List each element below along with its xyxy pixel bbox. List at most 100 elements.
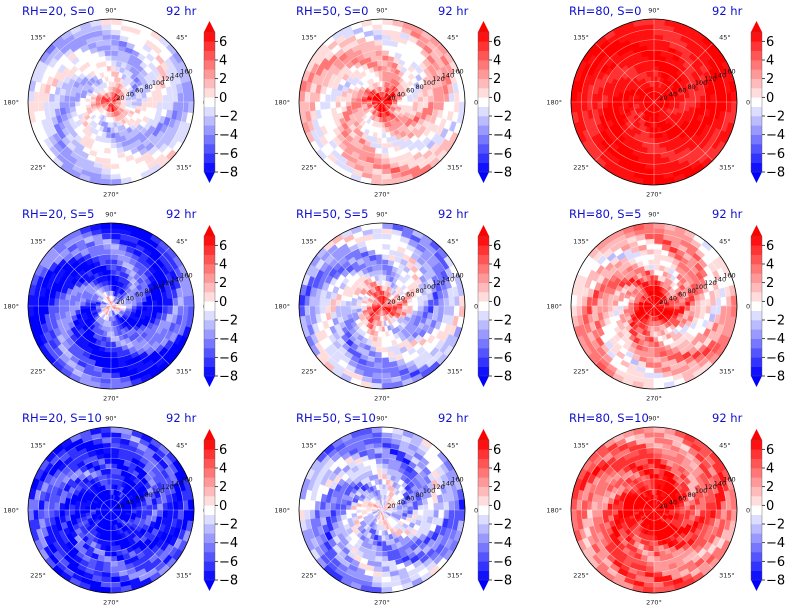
colorbar-segment bbox=[204, 245, 215, 255]
colorbar-segment bbox=[478, 292, 489, 302]
field-cell bbox=[319, 101, 326, 111]
field-cell bbox=[689, 101, 696, 108]
field-cell bbox=[89, 98, 96, 103]
field-cell bbox=[102, 39, 112, 46]
angle-tick-label: 225° bbox=[30, 368, 46, 376]
colorbar-extend-min bbox=[478, 376, 489, 387]
field-cell bbox=[136, 305, 143, 311]
field-cell bbox=[596, 94, 603, 103]
field-cell bbox=[110, 75, 115, 82]
field-cell bbox=[167, 93, 174, 103]
radial-tick-label: 40 bbox=[397, 90, 405, 98]
colorbar-segment bbox=[204, 301, 215, 311]
colorbar-segment bbox=[204, 69, 215, 79]
field-cell bbox=[705, 94, 712, 103]
colorbar-tick-label: −6 bbox=[493, 351, 512, 366]
field-cell bbox=[110, 284, 115, 291]
colorbar-segment bbox=[751, 97, 762, 107]
field-cell bbox=[443, 296, 450, 307]
field-cell bbox=[433, 101, 440, 110]
field-cell bbox=[653, 54, 661, 62]
colorbar-extend-min bbox=[478, 172, 489, 183]
colorbar-extend-min bbox=[204, 376, 215, 387]
field-cell bbox=[334, 299, 342, 307]
field-cell bbox=[581, 296, 588, 307]
field-cell bbox=[48, 93, 55, 103]
field-cell bbox=[679, 305, 686, 311]
field-cell bbox=[378, 326, 383, 333]
field-cell bbox=[679, 101, 686, 107]
field-cell bbox=[646, 248, 655, 255]
field-cell bbox=[646, 49, 655, 57]
field-cell bbox=[376, 336, 383, 343]
field-cell bbox=[653, 367, 664, 374]
radial-tick-label: 40 bbox=[669, 90, 677, 98]
field-cell bbox=[622, 301, 629, 307]
field-cell bbox=[650, 117, 655, 124]
colorbar-tick-label: −6 bbox=[766, 147, 785, 162]
field-cell bbox=[141, 101, 148, 108]
angle-tick-label: 225° bbox=[30, 164, 46, 172]
field-cell bbox=[653, 86, 657, 93]
field-cell bbox=[372, 372, 383, 379]
field-cell bbox=[644, 372, 655, 379]
field-cell bbox=[372, 34, 383, 41]
angle-tick-label: 225° bbox=[573, 368, 589, 376]
field-cell bbox=[586, 305, 593, 316]
field-cell bbox=[381, 367, 392, 374]
angle-tick-label: 180° bbox=[274, 99, 290, 107]
field-cell bbox=[645, 362, 655, 369]
radial-tick-label: 20 bbox=[387, 94, 395, 102]
field-cell bbox=[374, 49, 383, 57]
field-cell bbox=[694, 305, 702, 313]
colorbar-extend-max bbox=[204, 225, 215, 236]
radial-tick-label: 60 bbox=[135, 291, 143, 299]
field-cell bbox=[110, 153, 119, 160]
field-cell bbox=[705, 298, 712, 307]
field-cell bbox=[110, 258, 118, 266]
field-cell bbox=[375, 258, 383, 266]
colorbar-segment bbox=[204, 78, 215, 89]
field-cell bbox=[319, 93, 326, 103]
field-cell bbox=[95, 303, 102, 307]
field-cell bbox=[374, 253, 383, 261]
field-cell bbox=[110, 163, 121, 170]
field-cell bbox=[381, 39, 391, 46]
colorbar-segment bbox=[204, 236, 215, 246]
field-cell bbox=[381, 142, 389, 150]
angle-tick-label: 180° bbox=[274, 303, 290, 311]
field-cell bbox=[381, 258, 389, 266]
field-cell bbox=[433, 305, 440, 314]
field-cell bbox=[720, 305, 727, 316]
field-cell bbox=[366, 303, 373, 307]
field-cell bbox=[324, 94, 331, 103]
colorbar-tick-label: −4 bbox=[493, 332, 512, 347]
field-cell bbox=[632, 302, 639, 307]
field-cell bbox=[422, 305, 430, 313]
field-cell bbox=[372, 168, 383, 175]
field-cell bbox=[108, 111, 112, 118]
field-cell bbox=[632, 98, 639, 103]
radial-tick-label: 60 bbox=[678, 291, 686, 299]
colorbar-tick-label: −6 bbox=[219, 147, 238, 162]
field-cell bbox=[48, 305, 55, 315]
field-cell bbox=[648, 336, 655, 343]
field-cell bbox=[172, 101, 179, 112]
colorbar-segment bbox=[478, 282, 489, 293]
field-cell bbox=[645, 39, 655, 46]
field-cell bbox=[381, 372, 392, 379]
field-cell bbox=[381, 49, 390, 57]
field-cell bbox=[653, 274, 659, 281]
colorbar-segment bbox=[751, 153, 762, 163]
colorbar-segment bbox=[751, 125, 762, 135]
field-cell bbox=[596, 101, 603, 110]
field-cell bbox=[120, 101, 127, 105]
field-cell bbox=[107, 122, 112, 129]
colorbar-segment bbox=[751, 69, 762, 79]
field-cell bbox=[651, 111, 655, 118]
angle-tick-label: 45° bbox=[176, 237, 188, 245]
colorbar-segment bbox=[204, 116, 215, 126]
angle-tick-label: 45° bbox=[719, 33, 731, 41]
field-cell bbox=[110, 168, 121, 175]
